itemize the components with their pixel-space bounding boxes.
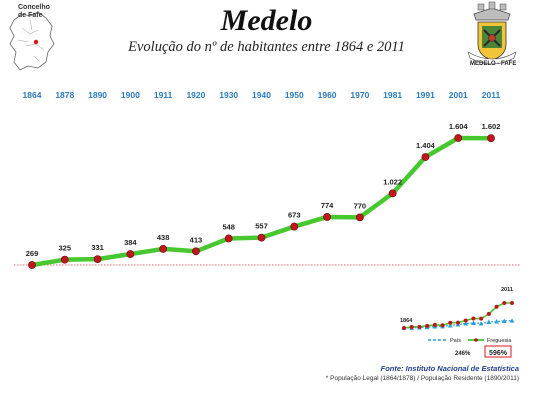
data-label: 269 [26, 249, 39, 258]
inset-freguesia-point [502, 301, 507, 305]
data-label: 1.604 [449, 122, 469, 131]
year-label: 1890 [88, 90, 107, 100]
inset-end-label: 2011 [501, 287, 513, 293]
inset-freguesia-point [402, 326, 406, 330]
data-point [323, 213, 331, 221]
inset-pais-point [509, 318, 515, 323]
inset-pais-point [501, 318, 507, 323]
crest-caption: MEDELO - FAFE [470, 61, 517, 67]
map-label: Concelho de Fafe [18, 4, 50, 19]
inset-pais-point [447, 323, 453, 328]
inset-pais-point [478, 321, 484, 326]
data-point [421, 153, 430, 161]
year-label: 1991 [416, 90, 435, 100]
data-label: 673 [288, 211, 301, 220]
data-point [60, 255, 69, 264]
data-label: 774 [321, 201, 334, 210]
data-point [454, 134, 463, 142]
data-label: 331 [91, 243, 104, 252]
inset-freguesia-point [409, 324, 414, 329]
inset-freguesia-point [425, 323, 430, 328]
data-point [487, 134, 495, 143]
inset-pais-point [471, 320, 476, 325]
inset-freguesia-point [417, 324, 422, 329]
data-label: 413 [190, 235, 203, 244]
inset-freguesia-point [486, 311, 491, 316]
growth-freguesia-label: 596% [489, 350, 508, 357]
location-dot [33, 39, 39, 45]
municipality-map [9, 11, 55, 71]
inset-start-label: 1864 [400, 318, 413, 324]
inset-freguesia-point [432, 322, 437, 327]
data-label: 557 [255, 222, 268, 231]
year-label: 1900 [121, 90, 140, 100]
page-title: Medelo [220, 4, 313, 37]
data-point [159, 245, 168, 253]
inset-pais-point [494, 319, 499, 324]
data-label: 548 [222, 222, 235, 231]
data-point [192, 247, 200, 256]
year-label: 1970 [350, 90, 369, 100]
year-label: 1911 [154, 90, 173, 100]
data-point [290, 222, 299, 231]
source-text: Fonte: Instituto Nacional de Estatística [380, 364, 519, 373]
coat-of-arms [467, 1, 517, 65]
data-point [388, 189, 397, 198]
data-point [355, 213, 364, 222]
legend-freguesia-label: Freguesia [487, 338, 512, 344]
year-label: 1960 [318, 90, 337, 100]
data-point [257, 233, 266, 242]
data-label: 1.404 [416, 141, 436, 150]
data-label: 384 [124, 238, 137, 247]
population-note: * População Legal (1864/1878) / Populaçã… [325, 375, 519, 382]
inset-pais-point [486, 319, 492, 324]
inset-freguesia-point [440, 323, 445, 328]
data-point [93, 255, 102, 264]
year-label: 1920 [186, 90, 205, 100]
year-label: 2001 [449, 90, 468, 100]
inset-freguesia-point [448, 320, 453, 325]
year-label: 1950 [285, 90, 304, 100]
growth-freguesia-box [484, 345, 512, 358]
data-point [28, 261, 36, 269]
inset-freguesia-point [471, 316, 476, 321]
data-label: 325 [59, 244, 72, 253]
inset-freguesia-point [494, 304, 499, 309]
year-label: 1981 [383, 90, 402, 100]
year-label: 2011 [482, 90, 501, 100]
chart-subtitle: Evolução do nº de habitantes entre 1864 … [128, 39, 405, 55]
inset-freguesia-point [456, 320, 460, 325]
data-label: 1.022 [383, 177, 402, 186]
inset-freguesia-point [510, 301, 514, 305]
data-label: 770 [354, 201, 367, 210]
inset-pais-point [463, 321, 469, 326]
year-label: 1940 [252, 90, 271, 100]
legend-freguesia-marker [474, 338, 478, 342]
year-label: 1864 [23, 90, 42, 100]
year-label: 1878 [55, 90, 74, 100]
data-point [224, 234, 233, 243]
growth-pais-label: 246% [455, 351, 471, 357]
data-label: 438 [157, 233, 170, 242]
data-point [126, 250, 135, 258]
inset-freguesia-point [463, 318, 468, 323]
data-label: 1.602 [482, 122, 501, 131]
year-label: 1930 [219, 90, 238, 100]
inset-freguesia-point [479, 316, 484, 321]
legend-pais-label: País [450, 338, 461, 344]
